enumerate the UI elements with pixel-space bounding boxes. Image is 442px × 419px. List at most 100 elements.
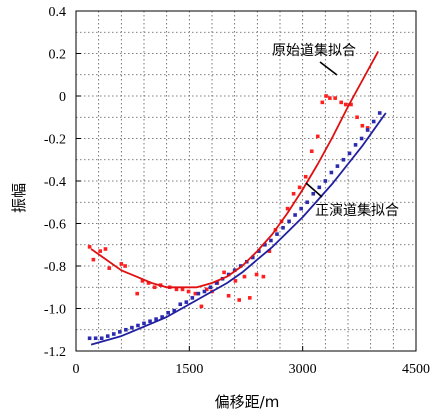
original-points-point [204, 287, 209, 292]
original-points-point [303, 174, 308, 179]
forward-points-point [202, 289, 207, 294]
original-points-point [226, 293, 231, 298]
x-tick-label: 3000 [289, 362, 317, 377]
forward-points-point [353, 143, 358, 147]
original-points-point [222, 270, 226, 275]
original-points-point [355, 115, 359, 120]
original-points-point [297, 185, 302, 190]
original-points-point [349, 102, 353, 107]
forward-points-point [142, 321, 146, 326]
forward-points-point [184, 300, 189, 304]
forward-points-point [257, 249, 261, 253]
forward-points-point [208, 285, 213, 290]
original-points-point [261, 274, 266, 279]
original-points-point [339, 100, 343, 105]
forward-points-point [377, 111, 382, 115]
original-points-point [309, 149, 314, 154]
original-points-point [320, 100, 325, 105]
original-points-point [365, 126, 370, 130]
original-points-point [103, 247, 108, 251]
y-axis-title: 振幅 [10, 183, 28, 213]
forward-points-point [359, 136, 364, 141]
original-points-point [152, 285, 157, 290]
original-points-point [199, 304, 204, 309]
forward-points-point [317, 185, 322, 190]
original-points-point [98, 249, 102, 253]
forward-points-point [148, 319, 152, 324]
original-points-point [360, 123, 365, 128]
forward-points-point [99, 336, 104, 341]
forward-points-point [87, 336, 92, 341]
forward-points-point [190, 296, 195, 300]
annotation-leader-line [305, 182, 323, 198]
forward-points-point [263, 242, 267, 247]
y-tick-label: -0.8 [44, 260, 66, 275]
original-points-point [140, 279, 145, 283]
forward-points-point [93, 336, 98, 341]
tick-layer: 0 1500 3000 4500 0.4 0.2 0 -0.2 -0.4 -0.6 -0.8 -1.0… [44, 5, 430, 377]
y-tick-label: -1.2 [44, 345, 66, 360]
grid [76, 11, 416, 351]
y-tick-label: -1.0 [44, 303, 66, 318]
forward-points-point [118, 330, 122, 334]
original-points-point [343, 102, 348, 107]
forward-points-point [172, 308, 177, 313]
forward-points-point [365, 128, 370, 132]
original-points-point [87, 245, 92, 249]
y-tick-label: -0.6 [44, 218, 66, 233]
forward-points-point [160, 315, 164, 319]
original-points-point [242, 274, 247, 279]
x-tick-label: 0 [73, 362, 80, 377]
original-points-point [324, 94, 328, 98]
forward-points-point [329, 170, 334, 175]
original-points-point [237, 298, 241, 302]
forward-points-point [347, 151, 352, 156]
forward-points-series [87, 111, 382, 341]
forward-points-point [178, 302, 183, 307]
forward-points-point [281, 225, 285, 230]
forward-points-point [111, 332, 116, 336]
x-tick-label: 1500 [175, 362, 203, 377]
original-points-point [267, 249, 272, 253]
forward-points-point [311, 191, 316, 196]
original-points-point [123, 264, 127, 268]
series-layer [87, 50, 387, 346]
y-tick-label: 0.2 [49, 48, 67, 63]
original-points-point [328, 96, 332, 100]
y-tick-label: -0.4 [44, 175, 66, 190]
original-points-point [285, 206, 290, 211]
forward-points-point [335, 164, 340, 168]
forward-points-point [287, 219, 291, 224]
original-points-point [135, 291, 139, 296]
original-points-point [107, 266, 112, 270]
forward-points-point [196, 291, 201, 296]
forward-points-point [105, 334, 110, 338]
forward-points-point [214, 281, 219, 285]
forward-points-point [251, 255, 255, 260]
forward-points-point [293, 213, 297, 217]
annotation-leader-line [319, 61, 338, 76]
y-tick-label: 0 [59, 90, 66, 105]
y-tick-label: -0.2 [44, 133, 66, 148]
forward-points-point [299, 206, 303, 211]
forward-fit-line [90, 112, 387, 346]
original-points-point [333, 96, 337, 100]
x-tick-label: 4500 [402, 362, 430, 377]
forward-points-point [154, 317, 158, 321]
original-points-point [119, 262, 124, 266]
forward-points-point [124, 327, 128, 332]
forward-points-point [341, 157, 346, 162]
forward-points-point [269, 238, 273, 243]
original-points-point [193, 291, 198, 296]
original-fit-line [90, 50, 379, 289]
original-points-point [315, 134, 320, 139]
original-points-point [146, 281, 151, 285]
forward-points-point [323, 179, 328, 183]
original-points-point [233, 279, 238, 283]
x-axis-title: 偏移距/m [215, 393, 280, 411]
y-tick-label: 0.4 [49, 5, 67, 20]
original-points-point [291, 191, 296, 196]
original-points-point [91, 257, 96, 262]
